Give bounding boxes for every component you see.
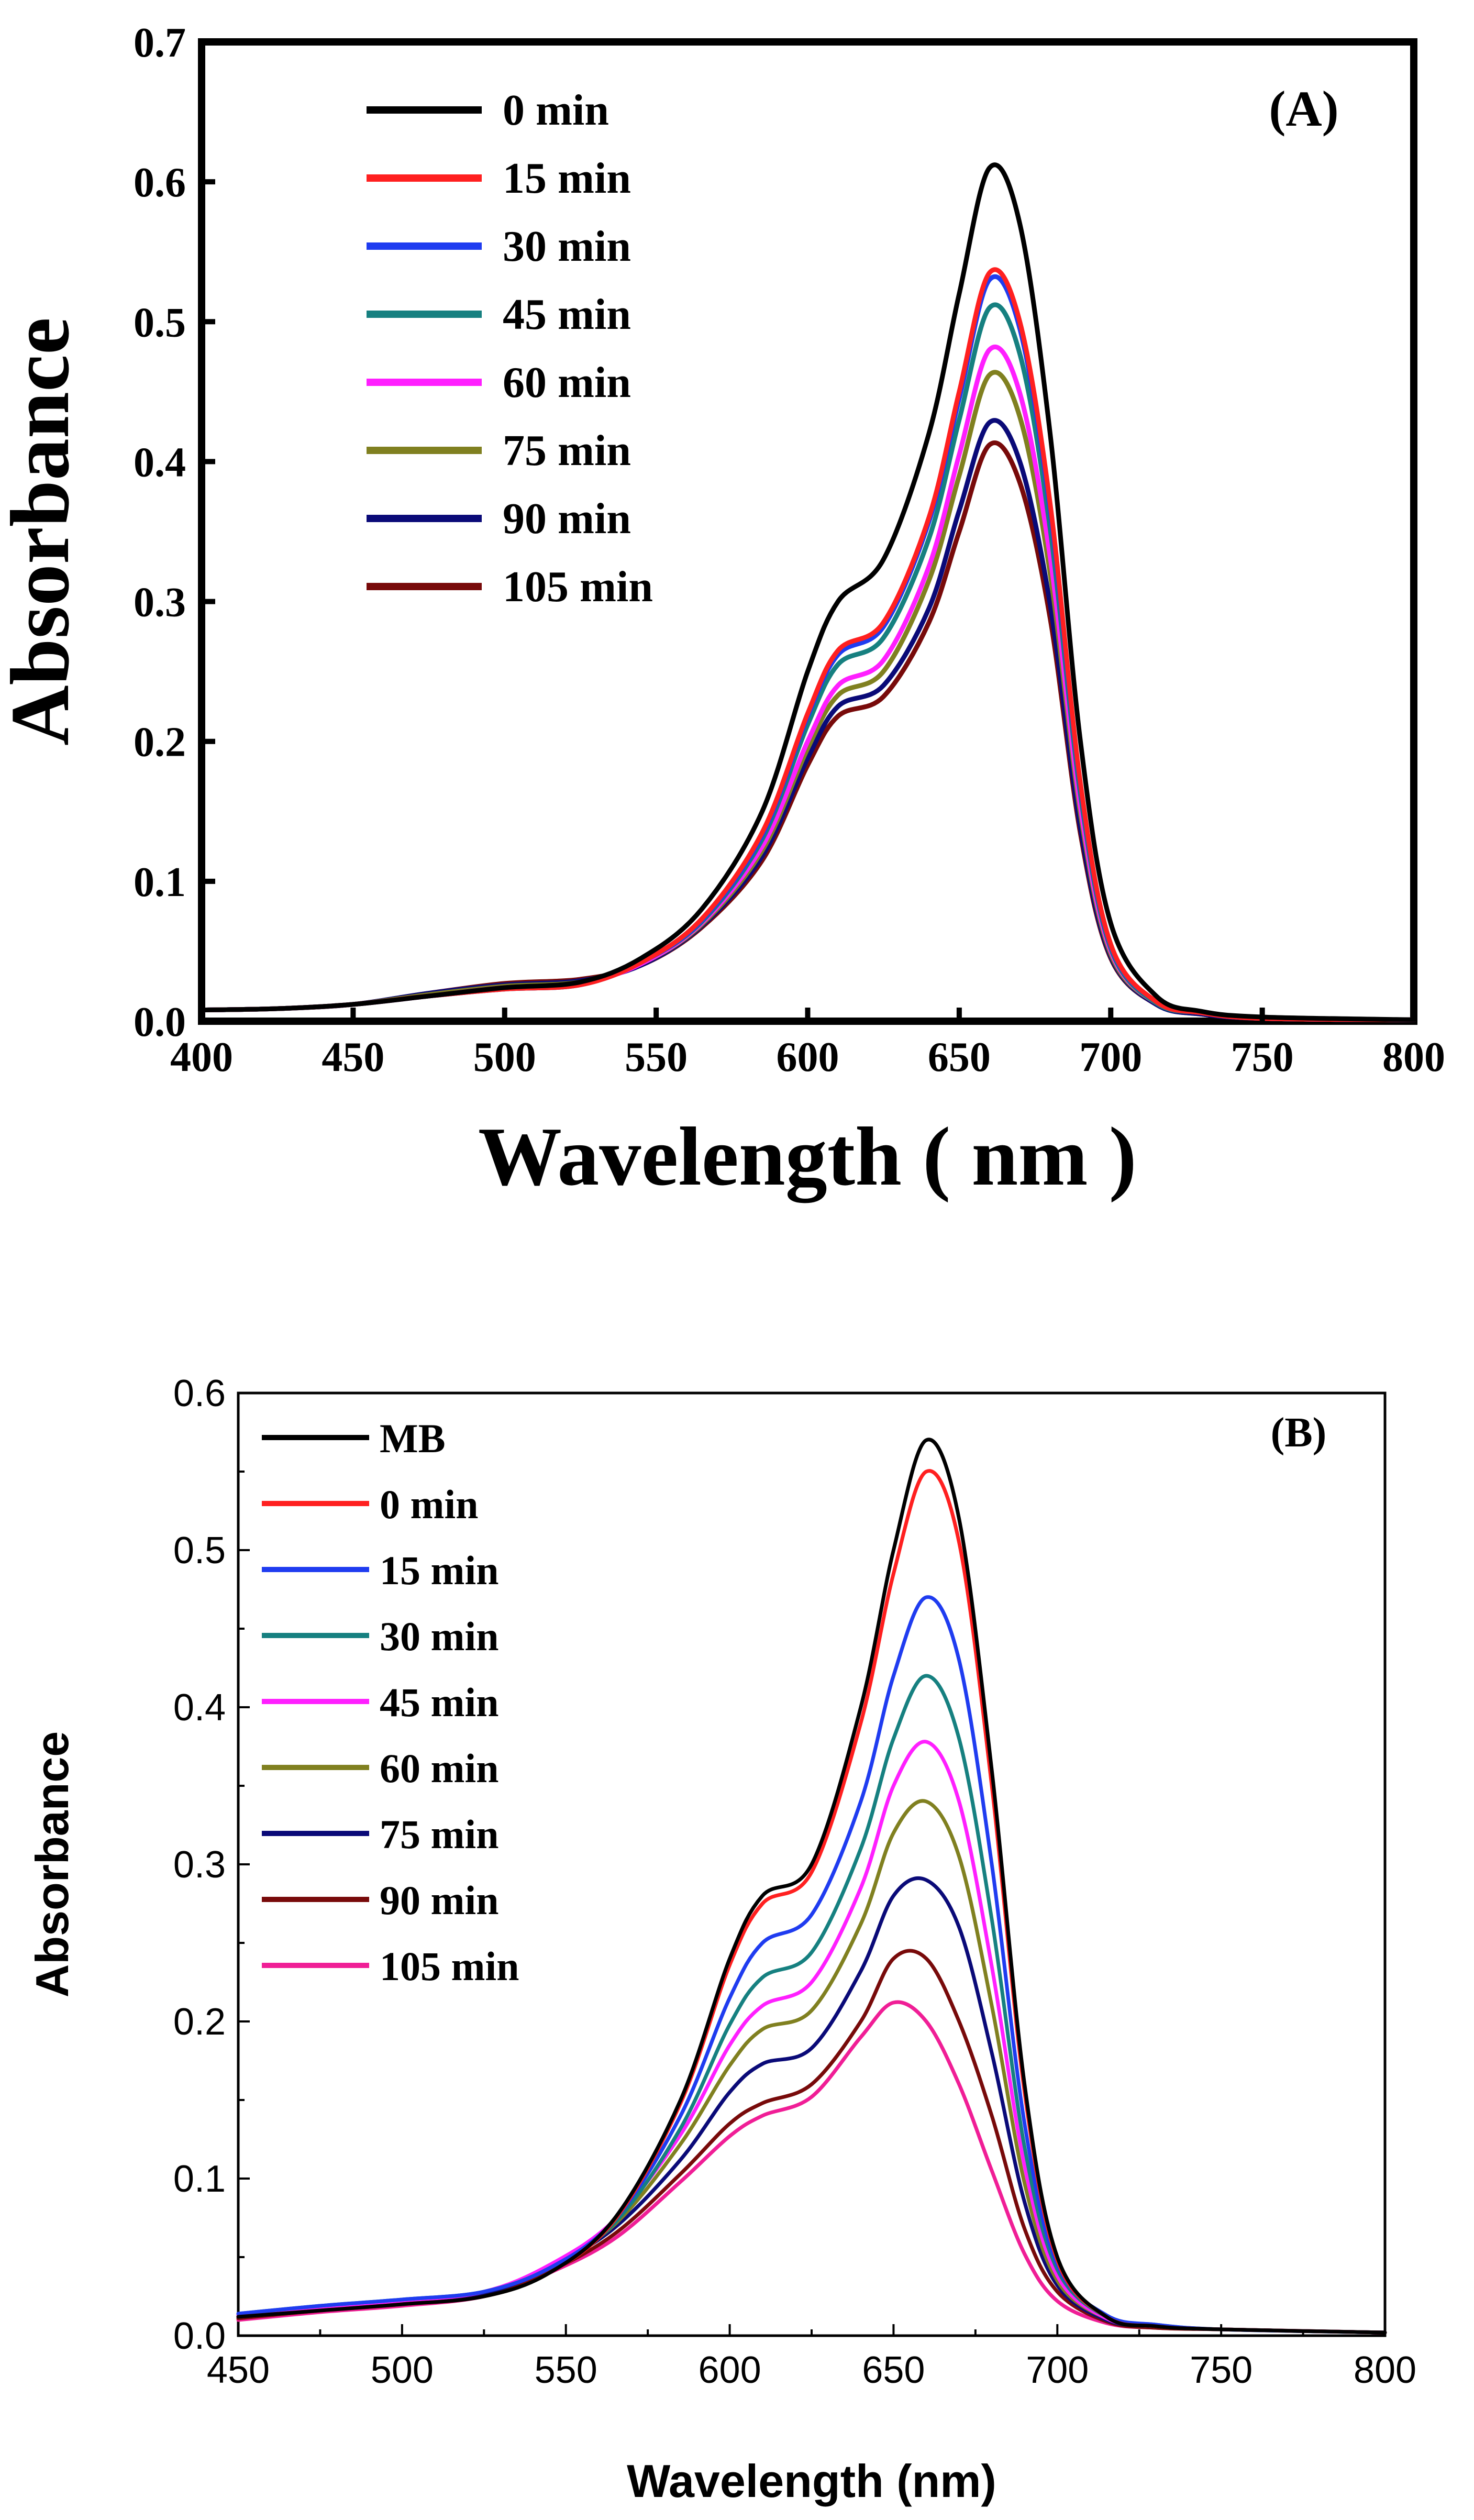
y-tick-label-a-4: 0.4 <box>134 439 186 485</box>
y-tick-label-b-6: 0.6 <box>173 1373 226 1414</box>
series-group-b <box>236 1438 1387 2335</box>
legend-label-a-6: 90 min <box>503 494 631 543</box>
legend-label-a-3: 45 min <box>503 290 631 339</box>
x-ticks-b: 450 500 550 600 650 700 750 800 <box>207 2324 1416 2391</box>
y-tick-label-b-0: 0.0 <box>173 2315 226 2357</box>
legend-label-b-5: 60 min <box>380 1745 499 1791</box>
y-tick-label-b-4: 0.4 <box>173 1687 226 1729</box>
legend-label-b-3: 30 min <box>380 1613 499 1659</box>
x-tick-label-b-4: 650 <box>862 2349 925 2391</box>
legend-label-b-2: 15 min <box>380 1548 499 1593</box>
x-tick-label-a-6: 700 <box>1079 1034 1142 1080</box>
x-ticks-a: 400 450 500 550 600 650 700 750 800 <box>170 1008 1445 1080</box>
legend-label-b-8: 105 min <box>380 1943 519 1989</box>
series-line-b-0 <box>236 1438 1387 2335</box>
panel-label-b: (B) <box>1271 1410 1327 1456</box>
legend-label-a-7: 105 min <box>503 562 653 611</box>
x-tick-label-a-8: 800 <box>1382 1034 1445 1080</box>
chart-panel-b: 450 500 550 600 650 700 750 800 0.0 0.1 0.2 0.3 0.4… <box>26 1373 1416 2507</box>
chart-panel-a: 400 450 500 550 600 650 700 750 800 0.0 0.1 0.2 0.3… <box>0 20 1445 1203</box>
x-tick-label-a-4: 600 <box>777 1034 839 1080</box>
x-tick-label-a-3: 550 <box>625 1034 688 1080</box>
y-axis-title-b: Absorbance <box>26 1731 78 1998</box>
legend-label-a-2: 30 min <box>503 222 631 271</box>
legend-label-b-1: 0 min <box>380 1482 479 1527</box>
y-tick-label-a-1: 0.1 <box>134 859 186 905</box>
x-tick-label-b-0: 450 <box>207 2349 270 2391</box>
x-tick-label-a-7: 750 <box>1231 1034 1294 1080</box>
y-tick-label-a-0: 0.0 <box>134 999 186 1045</box>
legend-label-a-5: 75 min <box>503 426 631 475</box>
x-tick-label-a-0: 400 <box>170 1034 233 1080</box>
legend-label-a-0: 0 min <box>503 86 609 135</box>
x-tick-label-b-1: 500 <box>371 2349 434 2391</box>
x-tick-label-a-5: 650 <box>928 1034 991 1080</box>
y-axis-title-a: Absorbance <box>0 317 86 746</box>
legend-label-b-7: 90 min <box>380 1877 499 1923</box>
series-line-a-0 <box>199 162 1416 1022</box>
legend-label-b-0: MB <box>380 1416 446 1461</box>
x-tick-label-a-1: 450 <box>322 1034 384 1080</box>
x-tick-label-b-2: 550 <box>535 2349 597 2391</box>
legend-label-a-1: 15 min <box>503 154 631 203</box>
legend-label-b-6: 75 min <box>380 1811 499 1857</box>
y-tick-label-a-6: 0.6 <box>134 160 186 206</box>
legend-b: MB 0 min 15 min 30 min 45 min 60 min 75 min 90 … <box>262 1416 519 1989</box>
y-tick-label-b-2: 0.2 <box>173 2001 226 2043</box>
panel-label-a: (A) <box>1269 81 1338 137</box>
x-tick-label-b-7: 800 <box>1354 2349 1416 2391</box>
legend-label-a-4: 60 min <box>503 358 631 407</box>
y-tick-label-a-7: 0.7 <box>134 20 186 66</box>
plot-frame-a <box>198 38 1417 1025</box>
x-axis-title-a: Wavelength ( nm ) <box>478 1110 1137 1203</box>
x-tick-label-b-6: 750 <box>1190 2349 1253 2391</box>
series-group-a <box>199 162 1416 1022</box>
y-ticks-a: 0.0 0.1 0.2 0.3 0.4 0.5 0.6 0.7 <box>134 20 215 1045</box>
legend-label-b-4: 45 min <box>380 1679 499 1725</box>
x-tick-label-b-5: 700 <box>1026 2349 1089 2391</box>
y-tick-label-a-3: 0.3 <box>134 580 186 626</box>
legend-a: 0 min 15 min 30 min 45 min 60 min 75 min 90 mi… <box>367 86 653 611</box>
y-tick-label-b-5: 0.5 <box>173 1530 226 1572</box>
y-tick-label-b-1: 0.1 <box>173 2158 226 2200</box>
y-tick-label-a-5: 0.5 <box>134 300 186 346</box>
x-tick-label-a-2: 500 <box>473 1034 536 1080</box>
y-tick-label-a-2: 0.2 <box>134 720 186 766</box>
x-axis-title-b: Wavelength (nm) <box>627 2455 996 2507</box>
x-tick-label-b-3: 600 <box>699 2349 761 2391</box>
y-tick-label-b-3: 0.3 <box>173 1844 226 1886</box>
y-ticks-b: 0.0 0.1 0.2 0.3 0.4 0.5 0.6 <box>173 1373 250 2357</box>
